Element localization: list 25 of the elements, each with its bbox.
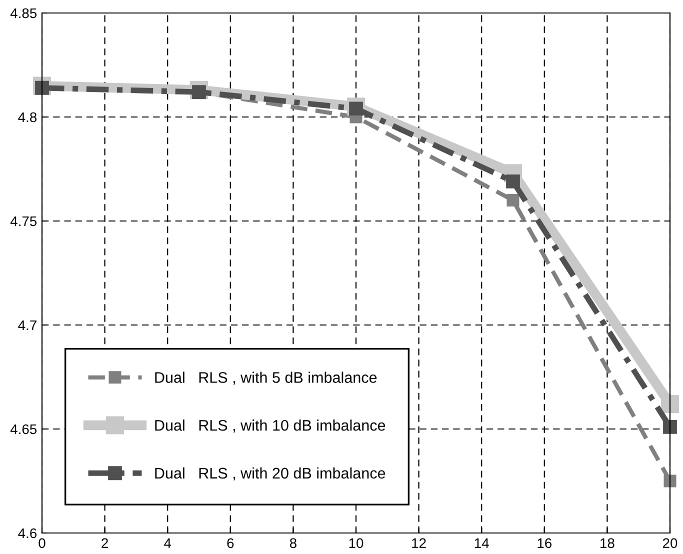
y-tick-label: 4.65 [10,424,37,434]
x-tick-label: 8 [290,538,296,548]
x-tick-label: 16 [538,538,552,548]
y-tick-label: 4.8 [18,112,37,122]
legend-label: Dual RLS , with 5 dB imbalance [155,372,377,385]
x-tick-label: 10 [349,538,364,548]
x-tick-label: 12 [412,538,426,548]
x-tick-label: 4 [164,538,172,548]
point [664,474,676,488]
point [660,395,680,414]
y-tick-label: 4.85 [10,8,37,18]
legend-label: Dual RLS , with 20 dB imbalance [155,467,386,480]
point [663,420,677,434]
point [506,174,520,188]
x-tick-label: 14 [474,538,489,548]
x-tick-label: 18 [600,538,614,548]
x-tick-label: 0 [38,538,46,548]
y-tick-label: 4.7 [18,320,36,330]
x-tick-label: 6 [227,538,234,548]
y-tick-label: 4.6 [18,528,37,538]
point [506,194,520,206]
y-tick-label: 4.75 [10,216,37,226]
x-tick-label: 2 [102,538,108,548]
x-tick-label: 20 [662,538,678,548]
legend-label: Dual RLS , with 10 dB imbalance [155,420,386,433]
